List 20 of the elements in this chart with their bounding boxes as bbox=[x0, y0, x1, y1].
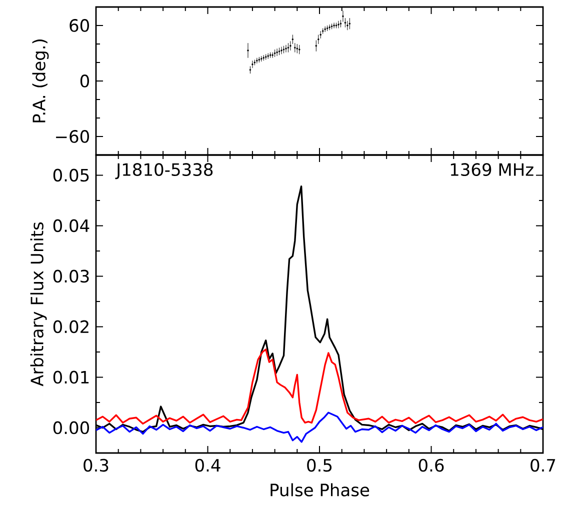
y-tick-label: 0 bbox=[80, 74, 90, 88]
x-axis-title: Pulse Phase bbox=[270, 483, 370, 496]
x-tick-label: 0.4 bbox=[195, 458, 220, 472]
y-tick-label: 60 bbox=[70, 19, 90, 32]
x-tick-label: 0.6 bbox=[418, 458, 444, 472]
x-tick-label: 0.7 bbox=[530, 458, 556, 472]
x-tick-label: 0.5 bbox=[307, 458, 332, 472]
annotation: 1369 MHz bbox=[450, 163, 534, 176]
line-series bbox=[96, 348, 544, 425]
y-tick-label: 0.04 bbox=[53, 219, 90, 232]
x-tick-label: 0.3 bbox=[84, 458, 108, 472]
annotation: J1810-5338 bbox=[115, 163, 213, 180]
y-axis-title: Arbitrary Flux Units bbox=[30, 222, 47, 386]
y-tick-label: 0.00 bbox=[53, 421, 89, 434]
y-tick-label: 0.03 bbox=[53, 270, 89, 283]
y-tick-label: 0.05 bbox=[53, 168, 89, 182]
y-tick-label: 0.01 bbox=[53, 370, 89, 384]
y-axis-title: P.A. (deg.) bbox=[32, 40, 49, 122]
y-tick-label: −60 bbox=[56, 130, 90, 143]
y-tick-label: 0.02 bbox=[53, 320, 88, 334]
